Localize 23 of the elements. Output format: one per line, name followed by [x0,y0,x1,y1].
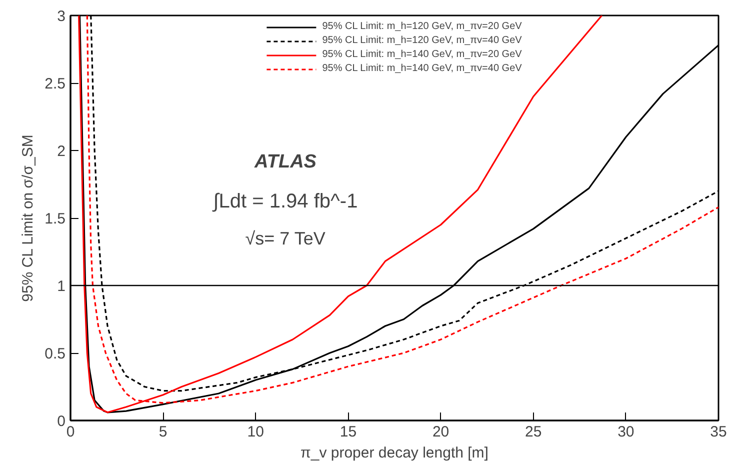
legend-label: 95% CL Limit: m_h=120 GeV, m_πv=40 GeV [322,35,522,46]
legend-label: 95% CL Limit: m_h=140 GeV, m_πv=40 GeV [322,63,522,74]
x-tick-label: 15 [340,424,357,440]
x-tick-label: 35 [710,424,727,440]
y-tick-label: 2 [57,143,66,160]
y-tick-label: 0.5 [44,346,66,362]
legend-label: 95% CL Limit: m_h=140 GeV, m_πv=20 GeV [322,49,522,60]
annotation: ATLAS [254,152,317,172]
legend-label: 95% CL Limit: m_h=120 GeV, m_πv=20 GeV [322,21,522,32]
y-tick-label: 2.5 [44,76,66,92]
annotation: √s= 7 TeV [245,228,326,248]
x-tick-label: 10 [247,424,264,440]
x-tick-label: 30 [618,424,634,440]
x-tick-label: 5 [158,424,168,440]
y-tick-label: 1 [57,278,66,295]
x-tick-label: 25 [525,424,542,440]
x-axis-title: π_v proper decay length [m] [300,444,488,462]
y-tick-label: 0 [57,413,66,430]
y-tick-label: 3 [57,8,66,25]
annotation: ∫Ldt = 1.94 fb^-1 [212,190,358,212]
y-tick-label: 1.5 [44,210,66,228]
x-tick-label: 20 [432,424,450,440]
y-axis-title: 95% CL Limit on σ/σ_SM [20,134,37,302]
